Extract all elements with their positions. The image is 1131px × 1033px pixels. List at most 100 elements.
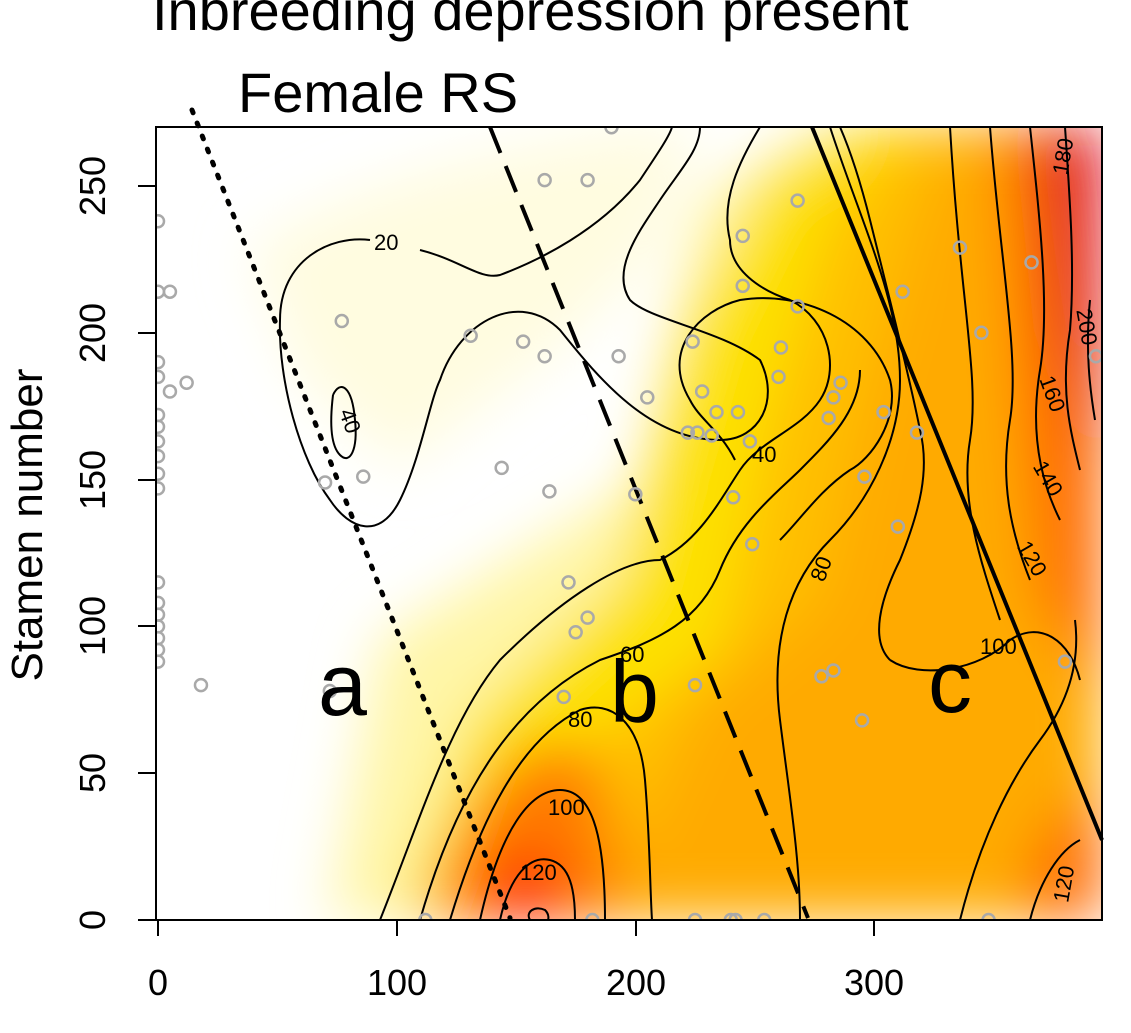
data-point xyxy=(156,419,166,435)
data-point xyxy=(156,654,166,669)
data-point xyxy=(876,404,891,420)
data-point xyxy=(585,912,600,920)
contour-200 xyxy=(1086,299,1096,421)
region-label-b: b xyxy=(610,642,659,741)
data-point xyxy=(611,349,626,364)
data-point xyxy=(162,384,178,399)
data-point xyxy=(494,460,509,476)
data-point xyxy=(821,410,836,426)
data-point xyxy=(826,663,841,678)
data-point xyxy=(628,487,643,502)
x-tick-label: 200 xyxy=(606,962,666,1003)
y-tick-labels: 0 50 100 150 200 250 xyxy=(72,156,113,930)
data-point xyxy=(742,434,758,449)
data-point xyxy=(981,912,996,920)
boundary-b-dashed xyxy=(488,126,810,919)
contour-80a xyxy=(449,706,653,920)
data-point xyxy=(542,484,557,499)
data-point xyxy=(580,172,595,188)
contour-40 xyxy=(330,386,357,459)
data-point xyxy=(680,425,696,440)
data-point xyxy=(356,469,371,484)
boundary-c-solid xyxy=(810,126,1104,841)
y-tick-label: 200 xyxy=(72,303,113,363)
data-point xyxy=(156,434,166,449)
data-point xyxy=(156,575,166,590)
contour-160 xyxy=(1029,127,1061,521)
x-tick-label: 100 xyxy=(367,962,427,1003)
data-point xyxy=(156,481,166,496)
contour-20b xyxy=(419,127,673,277)
data-point xyxy=(156,369,166,385)
data-point xyxy=(773,340,789,355)
data-points xyxy=(156,127,1102,920)
data-point xyxy=(568,625,583,640)
boundary-a-dotted xyxy=(189,107,513,921)
contour-40b xyxy=(678,297,893,541)
contour-140 xyxy=(989,127,1031,581)
chart-title: Inbreeding depression present xyxy=(152,0,909,42)
contour-180 xyxy=(1064,127,1081,471)
data-point xyxy=(463,328,478,343)
x-tick-labels: 0 100 200 300 xyxy=(148,962,904,1003)
data-point xyxy=(156,466,166,481)
data-point xyxy=(723,912,739,920)
heat-fill xyxy=(156,127,1102,920)
data-point xyxy=(561,575,576,590)
y-axis xyxy=(138,185,157,921)
data-point xyxy=(162,284,178,299)
data-point xyxy=(193,677,209,693)
contour-100a xyxy=(479,788,606,920)
data-point xyxy=(687,677,703,693)
contour-100b xyxy=(839,127,925,661)
boundary-lines xyxy=(189,107,1104,921)
data-point xyxy=(685,334,700,349)
region-label-c: c xyxy=(928,632,972,731)
contour-120a xyxy=(499,858,576,920)
y-tick-label: 50 xyxy=(72,753,113,793)
data-point xyxy=(580,610,595,625)
contour-label: 100 xyxy=(980,634,1017,659)
contour-lines xyxy=(278,127,1096,920)
y-axis-title: Stamen number xyxy=(3,368,52,681)
y-tick-label: 150 xyxy=(72,450,113,510)
data-point xyxy=(418,912,433,920)
y-tick-label: 250 xyxy=(72,156,113,216)
contour-60 xyxy=(379,127,831,920)
x-tick-label: 0 xyxy=(148,962,168,1003)
data-point xyxy=(156,354,166,370)
contour-60b xyxy=(419,369,861,920)
data-point xyxy=(640,390,655,405)
data-point xyxy=(156,213,166,229)
contour-label: 40 xyxy=(752,442,776,467)
region-label-a: a xyxy=(318,635,367,734)
data-point xyxy=(826,390,841,405)
data-point xyxy=(814,669,829,684)
data-point xyxy=(537,349,552,364)
data-point xyxy=(890,519,906,534)
data-point xyxy=(895,284,910,299)
data-point xyxy=(687,912,703,920)
data-point xyxy=(537,172,552,188)
data-point xyxy=(857,469,872,484)
data-point xyxy=(854,713,870,728)
data-point xyxy=(334,313,350,329)
y-tick-label: 0 xyxy=(72,910,113,930)
data-point xyxy=(735,278,750,294)
data-point xyxy=(728,912,743,920)
data-point xyxy=(833,375,848,390)
x-tick-label: 300 xyxy=(844,962,904,1003)
data-point xyxy=(790,299,805,314)
contour-label: 80 xyxy=(568,707,592,732)
contour-label: 120 xyxy=(520,860,557,885)
data-point xyxy=(179,375,194,390)
data-point xyxy=(317,475,333,490)
chart-subtitle: Female RS xyxy=(238,61,519,124)
contour-80b xyxy=(776,127,902,920)
contour-20 xyxy=(278,127,769,528)
data-point xyxy=(156,448,166,464)
data-point xyxy=(1024,255,1039,270)
y-tick-label: 100 xyxy=(72,596,113,656)
data-point xyxy=(704,428,719,443)
